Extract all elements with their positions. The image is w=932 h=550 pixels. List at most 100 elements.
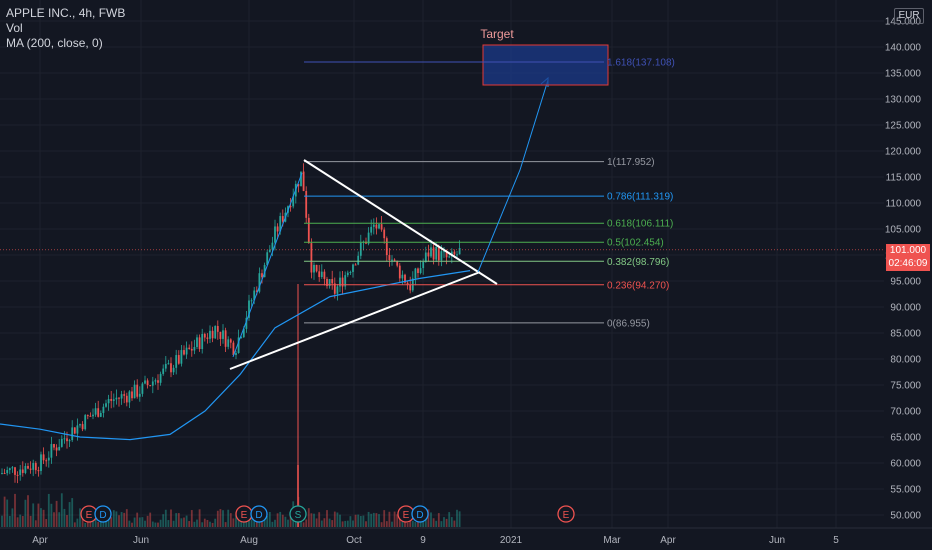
trend-drawings: 1.618(137.108) Target bbox=[229, 27, 675, 370]
volume-bar bbox=[183, 517, 185, 527]
candle-body bbox=[253, 290, 256, 301]
volume-bar bbox=[24, 499, 27, 527]
y-tick-label: 50.000 bbox=[890, 511, 921, 522]
volume-bar bbox=[276, 513, 279, 527]
volume-bar bbox=[190, 510, 193, 527]
legend-ma[interactable]: MA (200, close, 0) bbox=[6, 36, 103, 50]
candle-body bbox=[357, 255, 360, 265]
candle-body bbox=[105, 403, 107, 407]
candle-body bbox=[367, 232, 370, 244]
x-tick-label: Apr bbox=[660, 535, 676, 546]
volume-bar bbox=[414, 522, 417, 527]
volume-bar bbox=[302, 522, 305, 527]
volume-bar bbox=[453, 520, 456, 527]
candle-body bbox=[237, 337, 240, 354]
event-e-badge: E bbox=[235, 505, 253, 523]
volume-bar bbox=[128, 520, 131, 527]
volume-bar bbox=[209, 521, 211, 527]
volume-bar bbox=[388, 511, 391, 527]
candle-body bbox=[107, 398, 110, 404]
volume-bar bbox=[196, 519, 198, 527]
candle-body bbox=[102, 406, 105, 413]
volume-bar bbox=[123, 512, 126, 527]
candle-body bbox=[63, 438, 66, 440]
volume-bar bbox=[63, 508, 66, 527]
candle-body bbox=[123, 394, 126, 396]
candle-body bbox=[458, 247, 461, 255]
candle-body bbox=[164, 363, 167, 369]
candle-body bbox=[133, 384, 136, 399]
volume-bar bbox=[211, 522, 214, 527]
candle-body bbox=[211, 330, 214, 339]
volume-bar bbox=[203, 518, 206, 527]
candle-body bbox=[388, 255, 391, 261]
candle-body bbox=[92, 414, 94, 417]
volume-bar bbox=[328, 518, 331, 527]
candle-body bbox=[344, 275, 347, 287]
volume-bar bbox=[323, 518, 326, 527]
candle-body bbox=[99, 412, 102, 417]
candle-body bbox=[167, 363, 170, 365]
volume-bar bbox=[177, 513, 180, 527]
volume-bar bbox=[279, 511, 282, 527]
candle-body bbox=[50, 444, 53, 458]
candle-body bbox=[232, 342, 235, 356]
volume-bar bbox=[391, 521, 393, 527]
candle-body bbox=[263, 265, 266, 278]
volume-bar bbox=[313, 513, 315, 527]
target-label: Target bbox=[480, 27, 514, 41]
candle-body bbox=[432, 247, 435, 260]
fib-label: 0.786(111.319) bbox=[607, 192, 673, 203]
time-axis[interactable]: Apr Jun Aug Oct 9 2021 Mar Apr Jun 5 bbox=[0, 527, 932, 546]
candle-body bbox=[279, 216, 282, 232]
volume-bar bbox=[227, 509, 230, 527]
volume-bar bbox=[443, 517, 445, 527]
volume-bar bbox=[76, 518, 79, 527]
candle-body bbox=[19, 469, 22, 476]
impulse-leg bbox=[232, 172, 303, 358]
volume-bar bbox=[131, 522, 133, 527]
candle-body bbox=[378, 224, 380, 229]
volume-bar bbox=[159, 519, 162, 527]
volume-bar bbox=[281, 514, 284, 527]
candle-body bbox=[333, 283, 336, 294]
volume-bars bbox=[1, 284, 461, 527]
candle-body bbox=[118, 397, 120, 399]
candle-body bbox=[453, 251, 456, 255]
candle-body bbox=[352, 264, 354, 272]
volume-bar bbox=[162, 514, 165, 527]
candle-body bbox=[297, 183, 300, 187]
candle-body bbox=[417, 268, 419, 273]
svg-text:D: D bbox=[416, 510, 423, 521]
candle-body bbox=[177, 355, 180, 364]
candle-body bbox=[172, 367, 175, 373]
candle-body bbox=[185, 347, 188, 355]
legend-title[interactable]: APPLE INC., 4h, FWB bbox=[6, 6, 126, 20]
currency-badge[interactable]: EUR bbox=[894, 8, 924, 24]
target-box bbox=[482, 44, 609, 86]
volume-bar bbox=[154, 522, 157, 527]
volume-bar bbox=[3, 496, 6, 527]
volume-bar bbox=[58, 512, 61, 527]
legend-volume[interactable]: Vol bbox=[6, 21, 23, 35]
candle-body bbox=[162, 368, 165, 374]
x-tick-label: Mar bbox=[603, 535, 621, 546]
candle-body bbox=[313, 264, 315, 273]
candle-body bbox=[235, 353, 237, 356]
candle-body bbox=[424, 252, 427, 263]
y-tick-label: 120.000 bbox=[885, 147, 922, 158]
volume-bar bbox=[175, 513, 178, 527]
volume-bar bbox=[193, 521, 196, 527]
candle-body bbox=[175, 355, 178, 368]
candle-body bbox=[34, 463, 37, 471]
candle-body bbox=[346, 272, 349, 276]
event-e-badge: E bbox=[557, 505, 575, 523]
candle-body bbox=[128, 391, 131, 403]
candle-body bbox=[300, 171, 302, 187]
candle-body bbox=[255, 290, 258, 292]
fib-label: 0.5(102.454) bbox=[607, 238, 664, 249]
volume-bar bbox=[94, 517, 97, 527]
volume-bar bbox=[1, 515, 3, 527]
candle-body bbox=[66, 438, 68, 442]
